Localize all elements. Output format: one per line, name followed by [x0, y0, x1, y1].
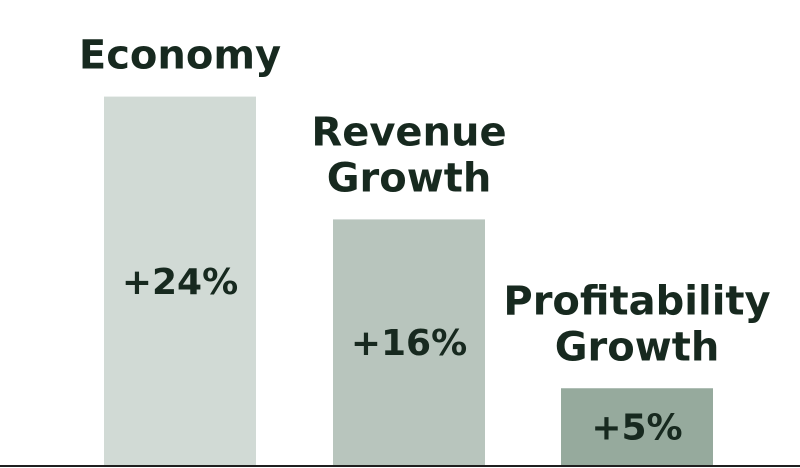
value-label-revenue-growth: +16%	[351, 323, 467, 364]
labels-layer: +24%Economy+16%Revenue Growth+5%Profitabi…	[79, 33, 771, 449]
category-label-economy: Economy	[79, 33, 281, 79]
category-label-line: Profitability	[503, 278, 770, 324]
category-label-revenue-growth: Revenue Growth	[311, 109, 506, 201]
value-label-economy: +24%	[122, 262, 238, 303]
category-label-line: Growth	[555, 324, 720, 370]
category-label-profitability-growth: Profitability Growth	[503, 278, 770, 370]
bar-economy	[104, 96, 256, 465]
category-label-line: Revenue	[311, 109, 506, 155]
bar-revenue-growth	[333, 219, 485, 465]
category-label-line: Economy	[79, 33, 281, 79]
category-label-line: Growth	[327, 155, 492, 201]
value-label-profitability-growth: +5%	[591, 408, 682, 449]
bar-profitability-growth	[561, 388, 713, 465]
bars-layer	[104, 96, 713, 465]
